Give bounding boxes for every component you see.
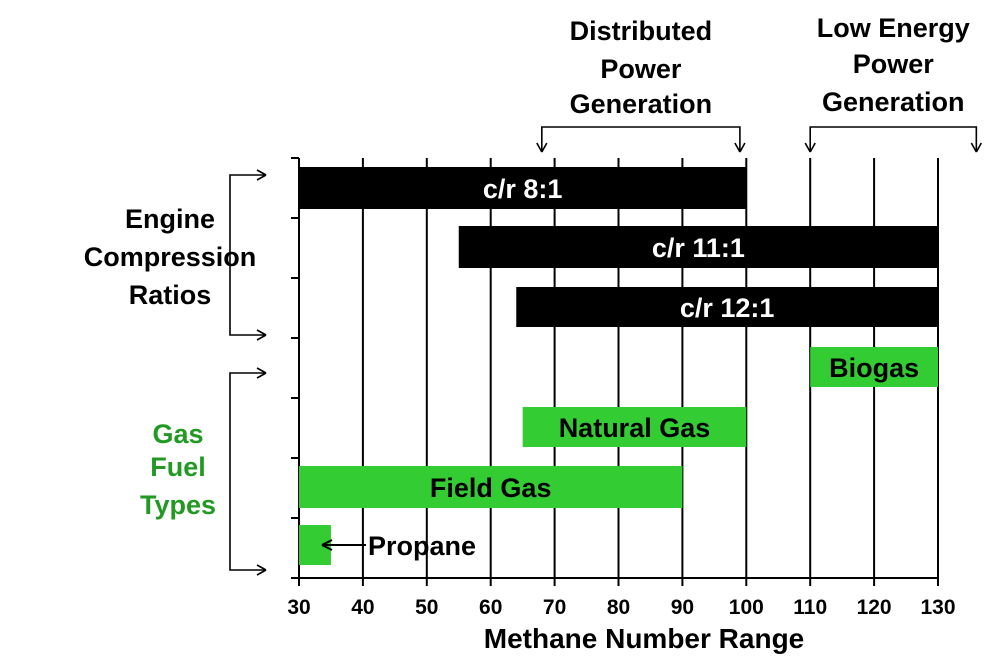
propane-pointer-head <box>321 539 333 551</box>
x-tick-label: 130 <box>920 596 955 619</box>
bar-fuel <box>810 347 938 387</box>
bar-label: Propane <box>368 531 476 561</box>
group-label: Fuel <box>150 452 206 482</box>
group-bracket-arrow <box>256 329 267 341</box>
bar-label: Natural Gas <box>559 413 711 443</box>
x-tick-label: 50 <box>415 596 438 619</box>
range-bracket-arrow <box>536 142 548 153</box>
group-bracket <box>229 174 266 336</box>
bar-engine <box>458 226 938 268</box>
bar-engine <box>299 167 747 209</box>
group-bracket <box>229 372 266 571</box>
y-axis <box>291 157 300 579</box>
bar-fuel <box>299 466 683 508</box>
range-annotations: Distributed Power Generation Low Energy Powe… <box>536 13 983 153</box>
x-axis-title: Methane Number Range <box>484 623 805 654</box>
range-label: Generation <box>822 87 965 117</box>
bar-label: Field Gas <box>430 473 552 503</box>
range-bracket-arrow <box>970 142 983 153</box>
x-tick-label: 30 <box>287 596 310 619</box>
x-tick-label: 80 <box>607 596 630 619</box>
group-label: Gas <box>152 419 203 449</box>
x-tick-label: 90 <box>671 596 694 619</box>
range-label: Low Energy <box>817 13 970 43</box>
range-bracket-arrow <box>734 142 746 153</box>
range-label: Distributed <box>570 16 713 46</box>
range-bracket-arrow <box>804 142 816 153</box>
x-tick-label: 40 <box>351 596 374 619</box>
range-label: Power <box>600 54 682 84</box>
x-tick-label: 120 <box>857 596 892 619</box>
group-label: Ratios <box>129 280 212 310</box>
bars: c/r 8:1 c/r 11:1 c/r 12:1 Biogas Natural Gas… <box>299 167 938 565</box>
bar-label: Biogas <box>829 353 919 383</box>
bar-fuel <box>522 407 747 447</box>
x-axis: 30 40 50 60 70 80 90 100 110 120 130 <box>287 577 956 619</box>
x-tick-label: 100 <box>729 596 764 619</box>
group-bracket-arrow <box>256 367 267 379</box>
x-tick-label: 70 <box>543 596 566 619</box>
group-label: Compression <box>84 242 257 272</box>
x-tick-label: 110 <box>793 596 827 619</box>
group-bracket-arrow <box>256 564 267 576</box>
range-bracket <box>541 126 741 152</box>
x-tick-label: 60 <box>479 596 502 619</box>
group-label: Engine <box>125 204 215 234</box>
range-label: Generation <box>570 89 713 119</box>
range-bracket <box>809 126 978 152</box>
bar-engine <box>516 287 938 327</box>
group-label: Types <box>140 490 216 520</box>
bar-label: c/r 12:1 <box>680 293 775 323</box>
group-bracket-arrow <box>256 169 267 181</box>
bar-label: c/r 11:1 <box>652 233 745 263</box>
bar-label: c/r 8:1 <box>483 174 563 204</box>
range-label: Power <box>853 49 935 79</box>
